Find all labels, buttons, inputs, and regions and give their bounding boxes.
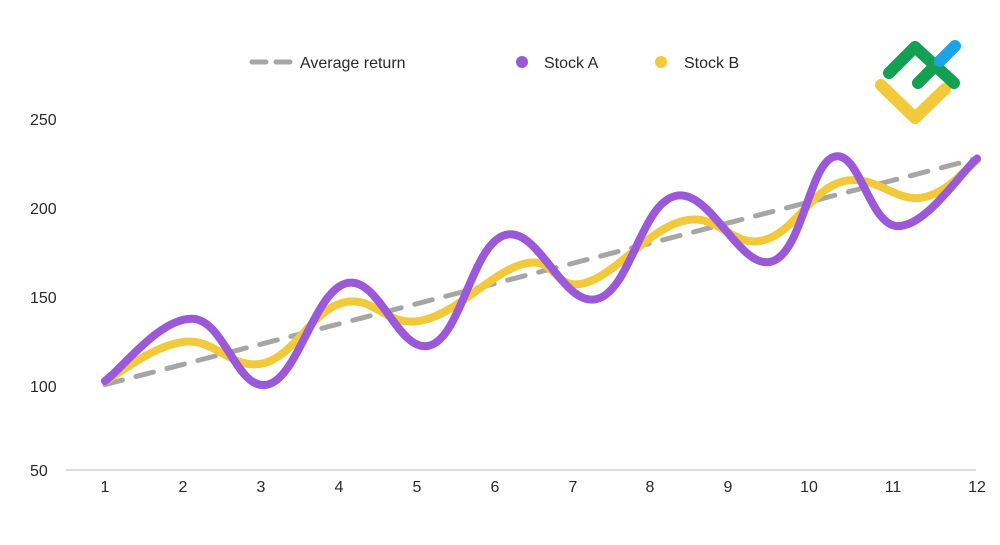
- y-tick-label: 100: [30, 379, 57, 396]
- series-line-stock-a: [101, 152, 981, 389]
- brand-logo-icon: [875, 40, 961, 124]
- legend-swatch-stock-a: [516, 56, 528, 68]
- logo-green-chevron: [883, 41, 960, 89]
- x-tick-label: 12: [968, 479, 986, 496]
- legend: Average return Stock A Stock B: [249, 55, 739, 72]
- x-tick-label: 8: [646, 479, 655, 496]
- legend-label-stock-a: Stock A: [544, 55, 599, 72]
- x-axis-ticks: 1 2 3 4 5 6 7 8 9 10 11 12: [101, 479, 986, 496]
- x-tick-label: 10: [800, 479, 818, 496]
- logo-blue-stroke: [934, 40, 961, 67]
- y-tick-label: 250: [30, 112, 57, 129]
- x-tick-label: 5: [413, 479, 422, 496]
- y-tick-label: 150: [30, 290, 57, 307]
- x-tick-label: 1: [101, 479, 110, 496]
- logo-yellow-chevron: [875, 79, 951, 124]
- y-axis-ticks: 50 100 150 200 250: [30, 112, 57, 480]
- x-tick-label: 2: [179, 479, 188, 496]
- legend-item-stock-b: Stock B: [655, 55, 739, 72]
- legend-item-average: Average return: [249, 55, 406, 72]
- legend-swatch-stock-b: [655, 56, 667, 68]
- x-tick-label: 9: [724, 479, 733, 496]
- legend-label-average: Average return: [300, 55, 406, 72]
- x-tick-label: 3: [257, 479, 266, 496]
- y-tick-label: 50: [30, 463, 48, 480]
- x-tick-label: 6: [491, 479, 500, 496]
- y-tick-label: 200: [30, 201, 57, 218]
- x-tick-label: 11: [885, 479, 902, 496]
- series-line-average: [102, 156, 980, 388]
- x-tick-label: 7: [569, 479, 578, 496]
- x-tick-label: 4: [335, 479, 344, 496]
- legend-label-stock-b: Stock B: [684, 55, 739, 72]
- legend-item-stock-a: Stock A: [516, 55, 599, 72]
- plot-area: [101, 152, 981, 389]
